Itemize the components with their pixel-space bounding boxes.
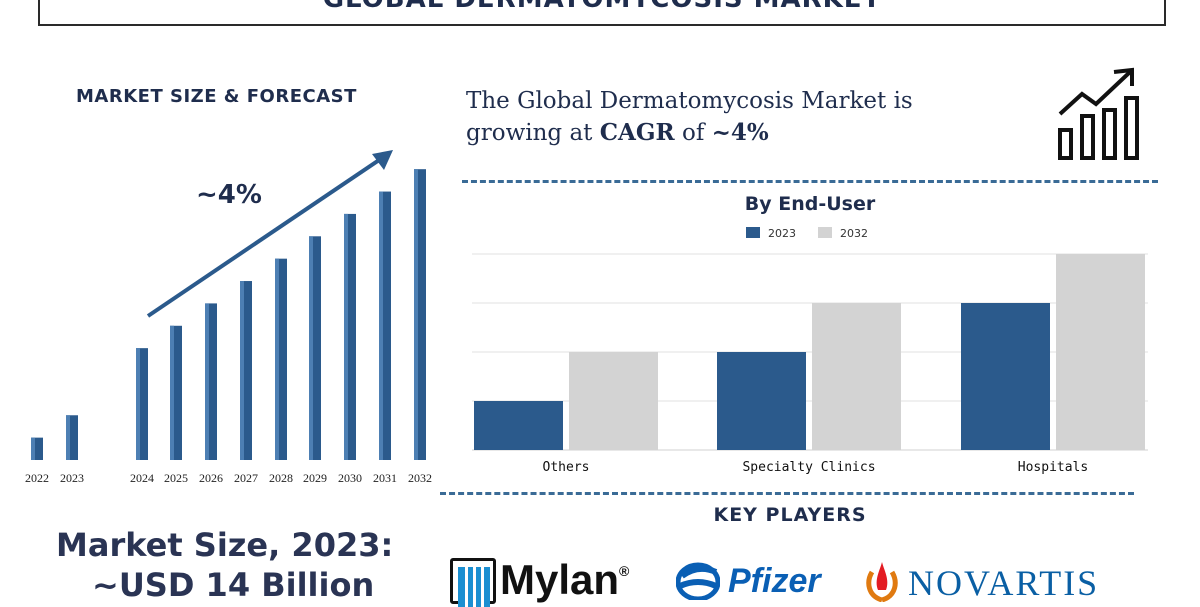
forecast-tick-2029: 2029 [303, 471, 327, 485]
forecast-tick-2030: 2030 [338, 471, 362, 485]
enduser-bar-others-2023 [474, 401, 563, 450]
forecast-bar-highlight-2029 [309, 236, 313, 460]
forecast-tick-2026: 2026 [199, 471, 223, 485]
growth-chart-icon [1058, 67, 1139, 160]
forecast-tick-2023: 2023 [60, 471, 84, 485]
title-banner: GLOBAL DERMATOMYCOSIS MARKET [38, 0, 1166, 26]
headline-line1: The Global Dermatomycosis Market is [466, 88, 913, 114]
legend-label-2023: 2023 [768, 227, 796, 240]
forecast-bar-highlight-2030 [344, 213, 348, 460]
forecast-bar-highlight-2022 [31, 437, 35, 460]
enduser-chart-title: By End-User [744, 193, 876, 215]
forecast-bar-highlight-2025 [170, 325, 174, 460]
divider-bottom [440, 492, 1134, 495]
forecast-bar-highlight-2026 [205, 303, 209, 460]
legend-label-2032: 2032 [840, 227, 868, 240]
cagr-headline: The Global Dermatomycosis Market is grow… [466, 86, 1026, 149]
forecast-bar-highlight-2024 [136, 348, 140, 460]
forecast-bar-highlight-2027 [240, 281, 244, 460]
novartis-logo-text: NOVARTIS [908, 563, 1100, 603]
forecast-tick-2022: 2022 [25, 471, 49, 485]
legend-swatch-2032 [818, 227, 832, 238]
mylan-registered-mark: ® [619, 563, 630, 579]
pfizer-logo-text: Pfizer [728, 562, 821, 600]
forecast-bar-highlight-2032 [414, 169, 418, 460]
enduser-chart [472, 253, 1148, 451]
legend-item-2032: 2032 [818, 227, 868, 240]
forecast-chart: 2022 2023 2024 2025 2026 2027 2028 2029 2030 2031… [25, 150, 432, 485]
forecast-tick-2025: 2025 [164, 471, 188, 485]
headline-cagr-word: CAGR [599, 119, 675, 146]
market-size-label: Market Size, 2023: [56, 526, 394, 564]
enduser-category-label: Specialty Clinics [742, 460, 876, 475]
enduser-bar-specialty-clinics-2032 [812, 303, 901, 450]
legend-item-2023: 2023 [746, 227, 796, 240]
headline-of: of [674, 120, 712, 146]
forecast-tick-2024: 2024 [130, 471, 154, 485]
forecast-bar-highlight-2031 [379, 191, 383, 461]
pfizer-logo-mark [676, 562, 720, 600]
forecast-tick-2027: 2027 [234, 471, 258, 485]
novartis-logo-mark [866, 562, 898, 602]
mylan-logo-mark [450, 558, 496, 607]
enduser-category-label: Hospitals [1017, 460, 1089, 475]
growth-arrow-line [146, 154, 387, 318]
mylan-logo-text: Mylan® [500, 556, 629, 604]
legend-swatch-2023 [746, 227, 760, 238]
market-size-value: ~USD 14 Billion [92, 566, 375, 604]
headline-growing: growing at [466, 120, 600, 146]
growth-arrow-head [372, 150, 393, 170]
mylan-name: Mylan [500, 556, 620, 603]
forecast-bar-highlight-2028 [275, 258, 279, 460]
forecast-title: MARKET SIZE & FORECAST [76, 86, 357, 107]
forecast-tick-2028: 2028 [269, 471, 293, 485]
forecast-cagr-annotation: ~4% [196, 180, 262, 210]
divider-top [462, 180, 1158, 183]
enduser-bar-hospitals-2032 [1056, 254, 1145, 450]
headline-cagr-value: ~4% [711, 119, 769, 146]
enduser-bar-others-2032 [569, 352, 658, 450]
enduser-bar-hospitals-2023 [961, 303, 1050, 450]
forecast-bar-highlight-2023 [66, 415, 70, 460]
forecast-tick-2031: 2031 [373, 471, 397, 485]
page-title: GLOBAL DERMATOMYCOSIS MARKET [40, 0, 1164, 12]
key-players-title: KEY PLAYERS [713, 504, 867, 526]
enduser-category-label: Others [542, 460, 590, 475]
forecast-tick-2032: 2032 [408, 471, 432, 485]
enduser-bar-specialty-clinics-2023 [717, 352, 806, 450]
